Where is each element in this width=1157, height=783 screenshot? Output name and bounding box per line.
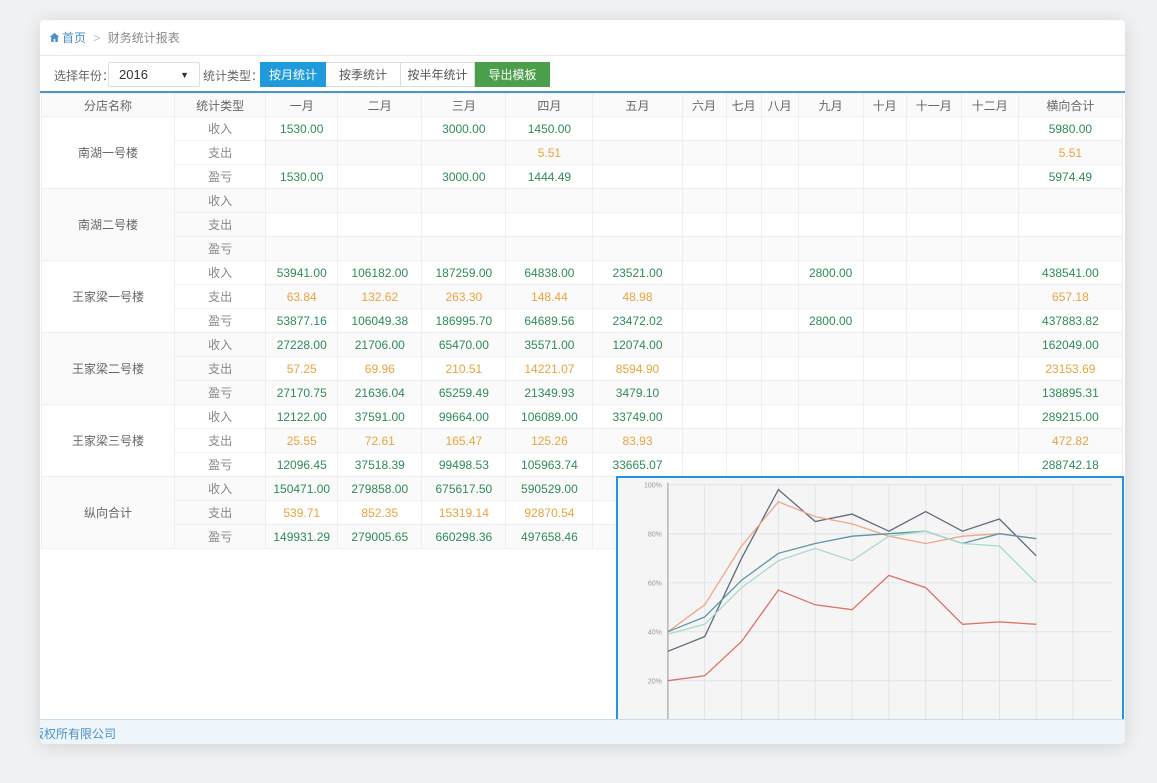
svg-text:40%: 40% [648,630,662,637]
svg-text:60%: 60% [648,581,662,588]
svg-text:80%: 80% [648,532,662,539]
svg-text:20%: 20% [648,679,662,686]
svg-text:100%: 100% [644,483,662,490]
